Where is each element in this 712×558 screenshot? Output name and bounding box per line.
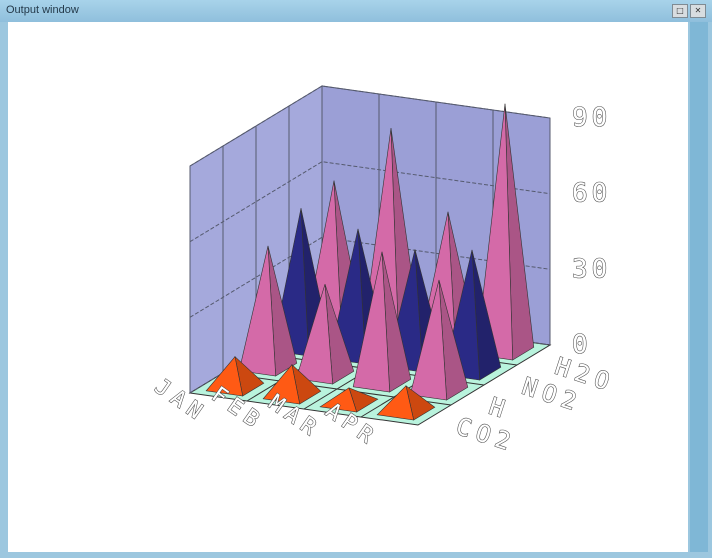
pyramid-bar [295,284,334,385]
window-controls: □ ✕ [672,4,706,18]
pyramid-bar [205,356,244,397]
pyramid-bar [262,364,301,405]
pyramid-bar [376,385,415,421]
series-label: H [486,392,514,425]
pyramid-bar [352,251,391,393]
z-tick-label: 0 [572,330,592,360]
z-tick-label: 60 [572,179,611,209]
maximize-button[interactable]: □ [672,4,688,18]
title-bar[interactable]: Output window □ ✕ [0,0,712,22]
grid-line-horizontal [189,85,551,167]
series-label: CO2 [453,412,520,458]
vertical-scrollbar[interactable] [690,22,708,552]
close-button[interactable]: ✕ [690,4,706,18]
window-title: Output window [6,4,79,16]
pyramid-bar [238,245,277,377]
pyramid-bar [409,279,448,401]
pyramid-bar [319,387,358,413]
grid-line-horizontal [189,161,551,243]
z-tick-label: 30 [572,254,611,284]
z-tick-label: 90 [572,103,611,133]
